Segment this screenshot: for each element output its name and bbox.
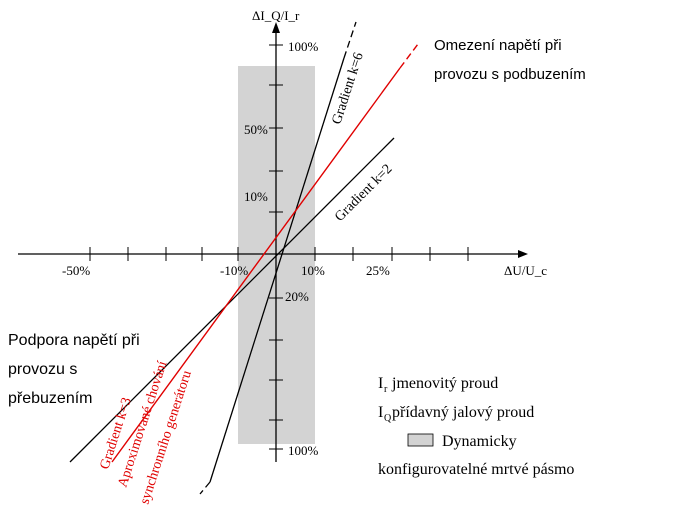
- y-tick-label: 50%: [244, 122, 268, 137]
- x-tick-label: 10%: [301, 263, 325, 278]
- x-tick-label: 25%: [366, 263, 390, 278]
- legend: I r jmenovitý proud I Q přídavný jalový …: [378, 375, 574, 478]
- y-tick-label: 100%: [288, 39, 319, 54]
- y-tick-label: 10%: [244, 189, 268, 204]
- over-excitation-label: přebuzením: [8, 390, 93, 407]
- y-axis-label: ΔI_Q/I_r: [252, 8, 300, 23]
- legend-deadband-label: konfigurovatelné mrtvé pásmo: [378, 461, 574, 478]
- approximated-behavior-line: [111, 67, 401, 463]
- under-excitation-label: provozu s podbuzením: [434, 66, 586, 83]
- x-axis-ticks: [89, 247, 469, 261]
- x-axis-arrow: [518, 250, 528, 258]
- y-tick-label: 20%: [285, 289, 309, 304]
- legend-rated-current-sub: r: [384, 384, 388, 395]
- gradient-k2-line: [69, 137, 395, 463]
- over-excitation-label: provozu s: [8, 361, 77, 378]
- under-excitation-label: Omezení napětí při: [434, 37, 562, 54]
- gradient-k6-dashed-bottom: [199, 481, 211, 495]
- y-axis-arrow: [272, 22, 280, 33]
- y-axis-ticks: [269, 44, 283, 450]
- legend-reactive-current-symbol: I: [378, 404, 383, 421]
- gradient-k6-dashed-top: [343, 21, 357, 59]
- legend-deadband-label: Dynamicky: [442, 433, 517, 450]
- legend-reactive-current-sub: Q: [384, 413, 392, 424]
- approximated-behavior-dashed: [399, 43, 419, 69]
- gradient-k6-line: [209, 57, 345, 483]
- over-excitation-label: Podpora napětí při: [8, 332, 140, 349]
- x-axis-label: ΔU/U_c: [504, 263, 547, 278]
- y-tick-label: 100%: [288, 443, 319, 458]
- legend-deadband-swatch: [407, 433, 434, 447]
- legend-rated-current: jmenovitý proud: [391, 375, 498, 392]
- x-tick-label: -50%: [62, 263, 90, 278]
- x-tick-label: -10%: [220, 263, 248, 278]
- legend-reactive-current: přídavný jalový proud: [392, 404, 534, 421]
- gradient-k2-label: Gradient k=2: [332, 162, 395, 225]
- legend-rated-current-symbol: I: [378, 375, 383, 392]
- gradient-k6-label: Gradient k=6: [330, 51, 367, 126]
